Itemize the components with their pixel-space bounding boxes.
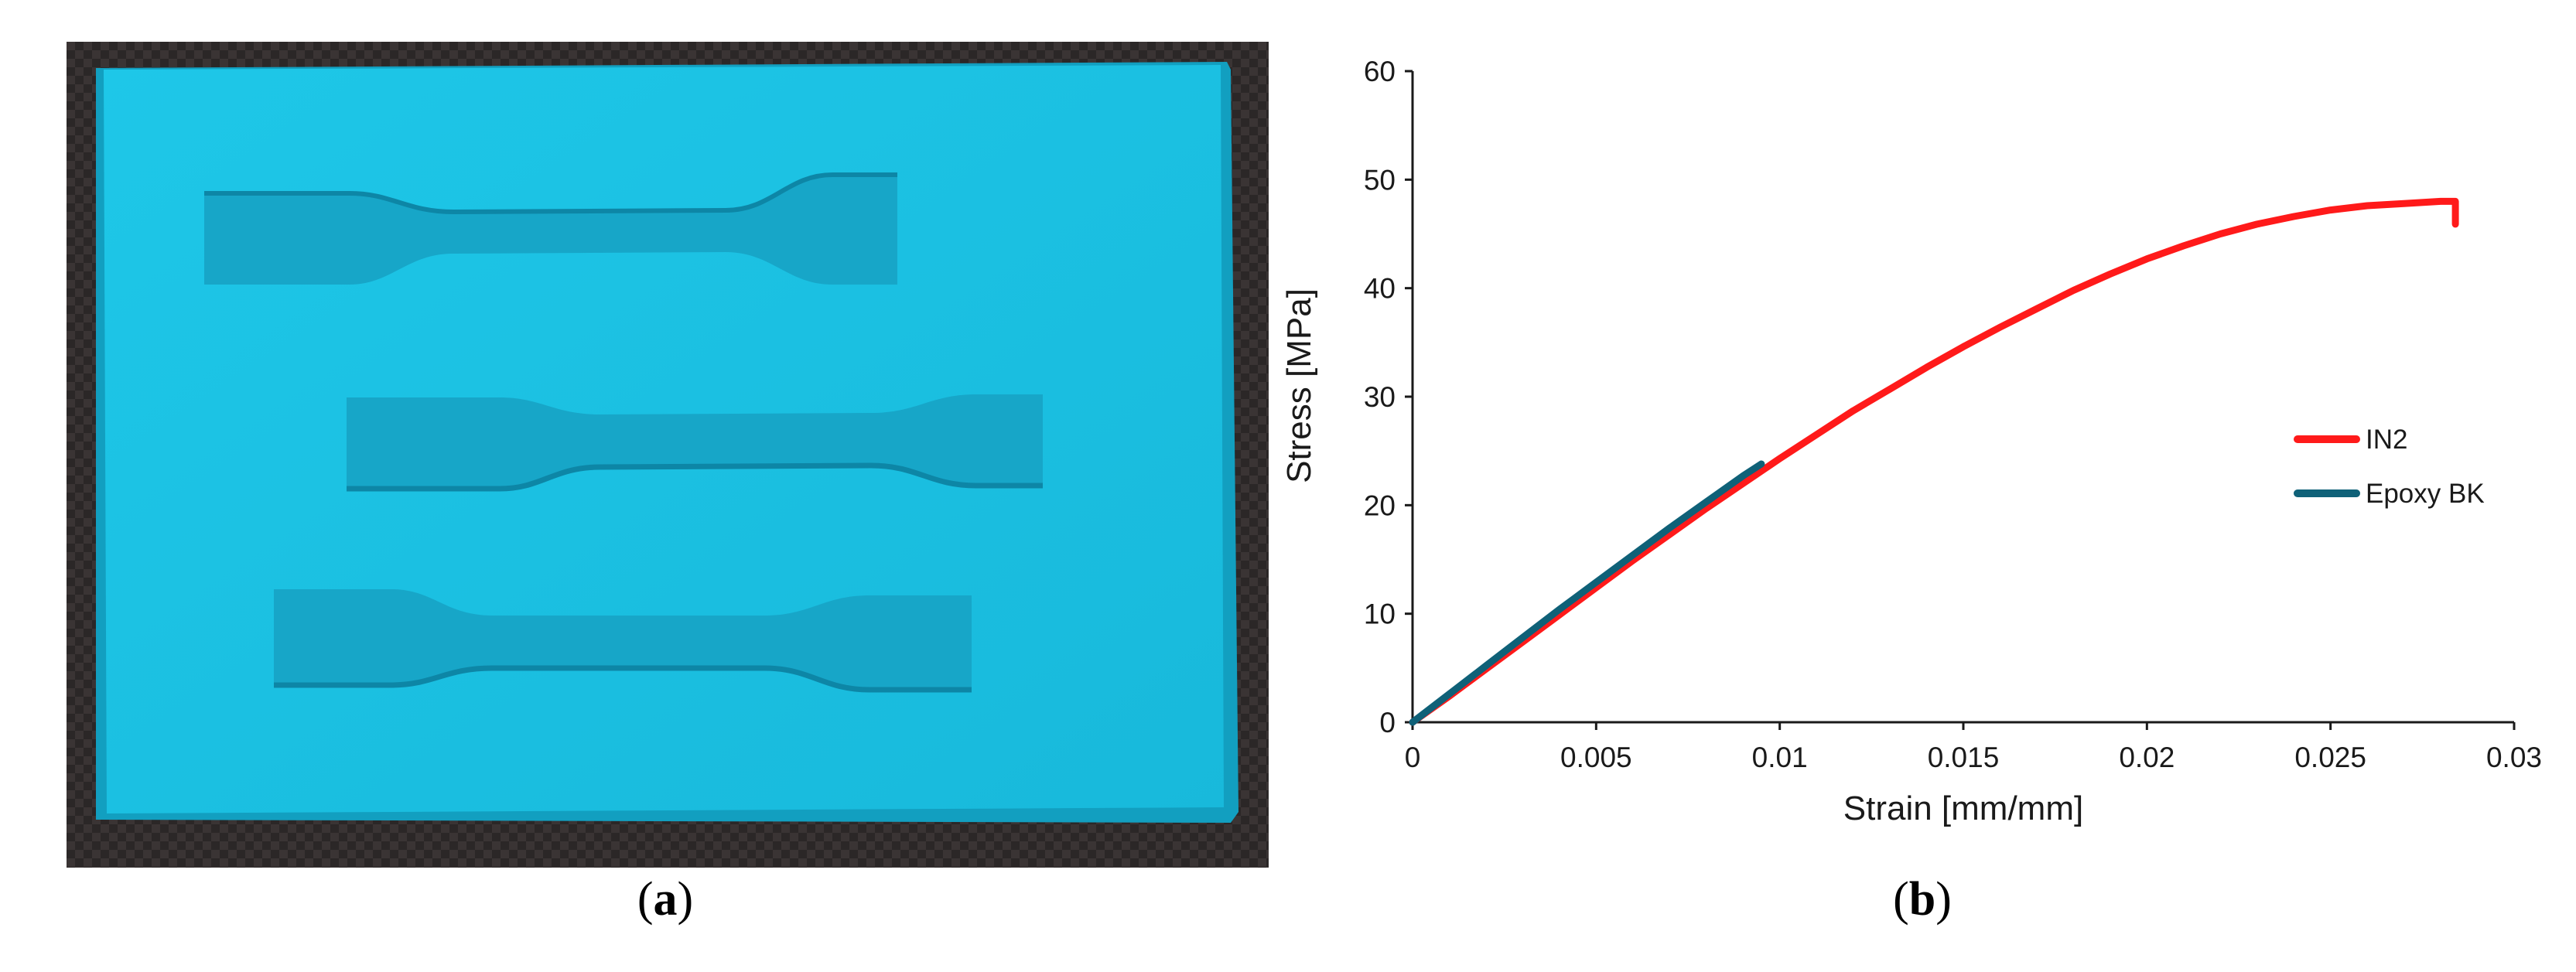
series-lines	[1409, 197, 2459, 726]
caption-b-letter: b	[1908, 873, 1936, 926]
x-tick-label: 0.02	[2119, 742, 2175, 773]
legend-label: IN2	[2366, 425, 2407, 455]
y-tick-label: 0	[1379, 707, 1396, 738]
caption-b: (b)	[1893, 873, 1952, 926]
x-axis-ticks: 0 0.005 0.01 0.015 0.02 0.025 0.03	[1405, 722, 2542, 773]
y-tick-label: 30	[1364, 381, 1396, 413]
dogbone-cavity-top	[204, 172, 897, 285]
x-tick-label: 0.015	[1928, 742, 2000, 773]
x-axis-title: Strain [mm/mm]	[1843, 790, 2083, 827]
x-tick-label: 0.01	[1752, 742, 1808, 773]
x-tick-label: 0.025	[2294, 742, 2366, 773]
series-line-in2	[1409, 197, 2459, 726]
y-tick-label: 20	[1364, 489, 1396, 521]
dogbone-cavity-middle	[347, 394, 1043, 492]
y-axis-ticks: 0 10 20 30 40 50 60	[1364, 56, 1413, 738]
x-tick-label: 0.03	[2486, 742, 2542, 773]
y-tick-label: 10	[1364, 599, 1396, 630]
y-axis-title: Stress [MPa]	[1280, 288, 1318, 483]
caption-a-letter: a	[653, 873, 678, 926]
caption-a: (a)	[637, 873, 694, 926]
y-tick-label: 60	[1364, 56, 1396, 87]
stress-strain-chart: 0 10 20 30 40 50 60 0 0.005 0.01 0.015 0.02 0.025 0.…	[1280, 56, 2542, 827]
y-tick-label: 40	[1364, 273, 1396, 305]
x-tick-label: 0	[1405, 742, 1421, 773]
mold-photo	[67, 42, 1269, 868]
legend: IN2 Epoxy BK	[2294, 425, 2485, 509]
y-tick-label: 50	[1364, 164, 1396, 196]
x-tick-label: 0.005	[1560, 742, 1632, 773]
dogbone-cavity-bottom	[274, 589, 972, 693]
legend-label: Epoxy BK	[2366, 479, 2485, 509]
series-line-epoxy-bk	[1409, 460, 1765, 726]
